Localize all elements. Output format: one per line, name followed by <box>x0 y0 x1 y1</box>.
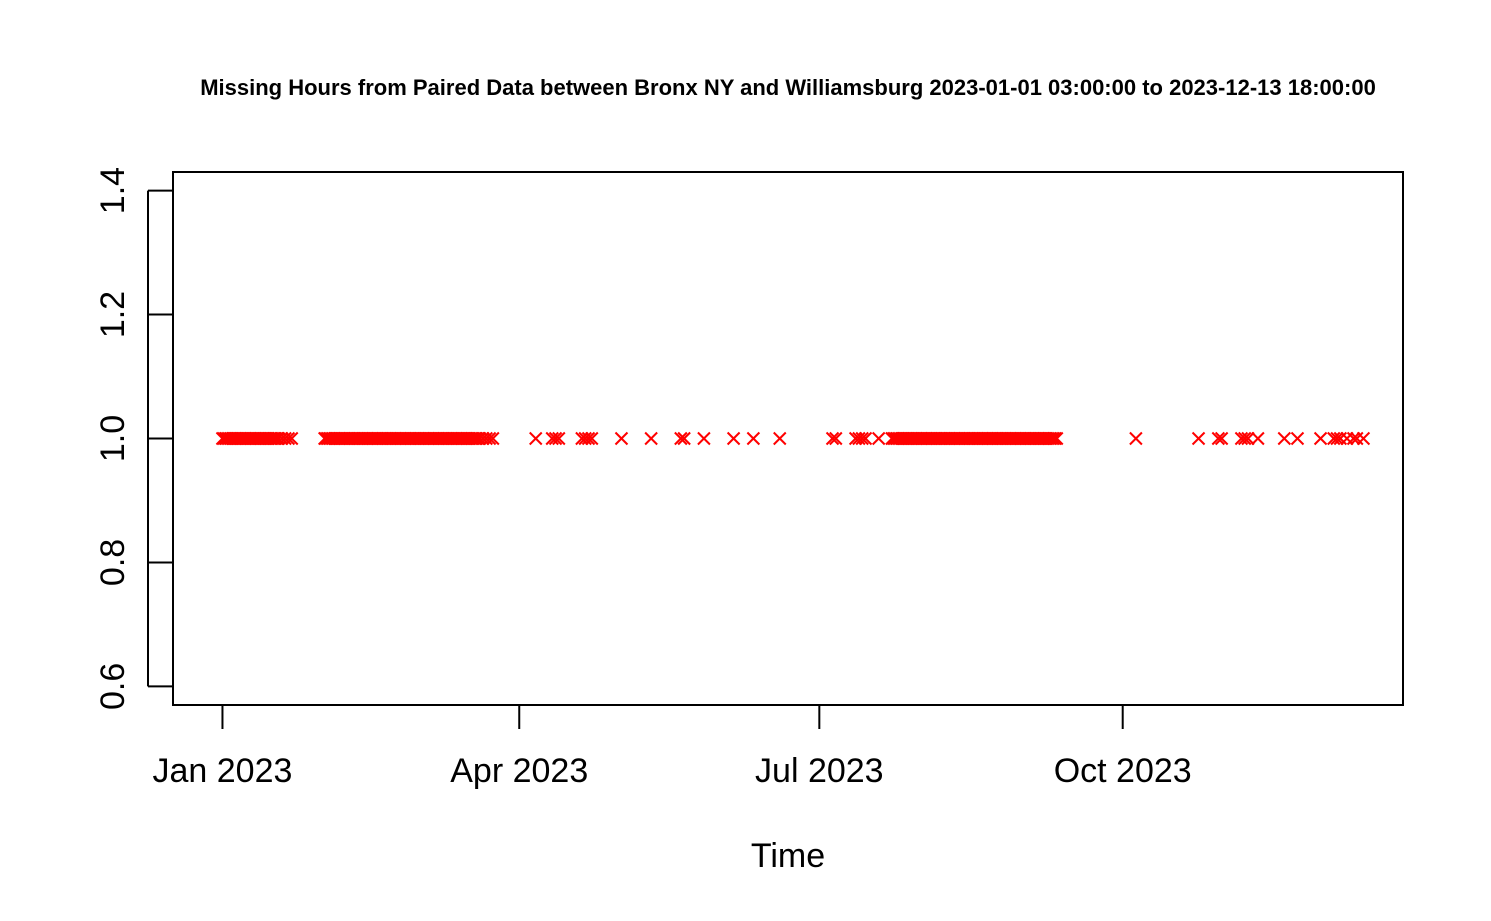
data-point <box>1340 431 1354 446</box>
y-tick-label: 0.6 <box>94 663 132 710</box>
data-point <box>858 431 873 446</box>
x-axis-label: Time <box>751 837 825 875</box>
data-point <box>585 431 599 446</box>
data-point <box>529 431 543 446</box>
data-point <box>1277 431 1291 446</box>
data-point <box>1290 431 1305 446</box>
y-tick-label: 1.2 <box>94 291 132 338</box>
y-tick-label: 1.0 <box>94 415 132 462</box>
data-point <box>773 431 787 446</box>
data-point <box>1346 431 1361 446</box>
data-point <box>1241 431 1255 446</box>
data-point <box>486 431 500 446</box>
data-point <box>1330 431 1344 446</box>
data-point <box>614 431 629 446</box>
data-point <box>1313 431 1328 446</box>
data-point <box>871 431 886 446</box>
data-point <box>1356 431 1371 446</box>
data-point <box>548 431 563 446</box>
x-axis: Jan 2023 Apr 2023 Jul 2023 Oct 2023 <box>153 704 1192 790</box>
data-point <box>1129 431 1143 446</box>
data-point <box>1048 431 1062 446</box>
data-point <box>1046 431 1061 446</box>
x-tick-label: Jan 2023 <box>153 752 293 790</box>
x-tick-label: Oct 2023 <box>1054 752 1192 790</box>
data-point <box>726 431 741 446</box>
data-point <box>1050 431 1064 446</box>
data-points <box>215 431 1371 446</box>
x-tick-label: Jul 2023 <box>755 752 884 790</box>
data-point <box>697 431 711 446</box>
data-point <box>1214 431 1229 446</box>
x-tick-label: Apr 2023 <box>450 752 588 790</box>
data-point <box>829 431 843 446</box>
y-axis: 0.6 0.8 1.0 1.2 1.4 <box>94 167 173 710</box>
y-tick-label: 1.4 <box>94 167 132 214</box>
y-tick-label: 0.8 <box>94 539 132 586</box>
data-point <box>1211 431 1226 446</box>
data-point <box>1238 431 1252 446</box>
data-point <box>674 431 688 446</box>
data-point <box>281 431 296 446</box>
data-point <box>855 431 869 446</box>
data-point <box>1045 431 1059 446</box>
data-point <box>746 431 761 446</box>
data-point <box>1191 431 1206 446</box>
data-point <box>482 431 497 446</box>
data-point <box>677 431 691 446</box>
data-point <box>552 431 566 446</box>
data-point <box>825 431 840 446</box>
chart-title: Missing Hours from Paired Data between B… <box>200 75 1376 100</box>
data-point <box>285 431 299 446</box>
data-point <box>644 431 658 446</box>
data-point <box>1251 431 1265 446</box>
data-point <box>581 431 596 446</box>
